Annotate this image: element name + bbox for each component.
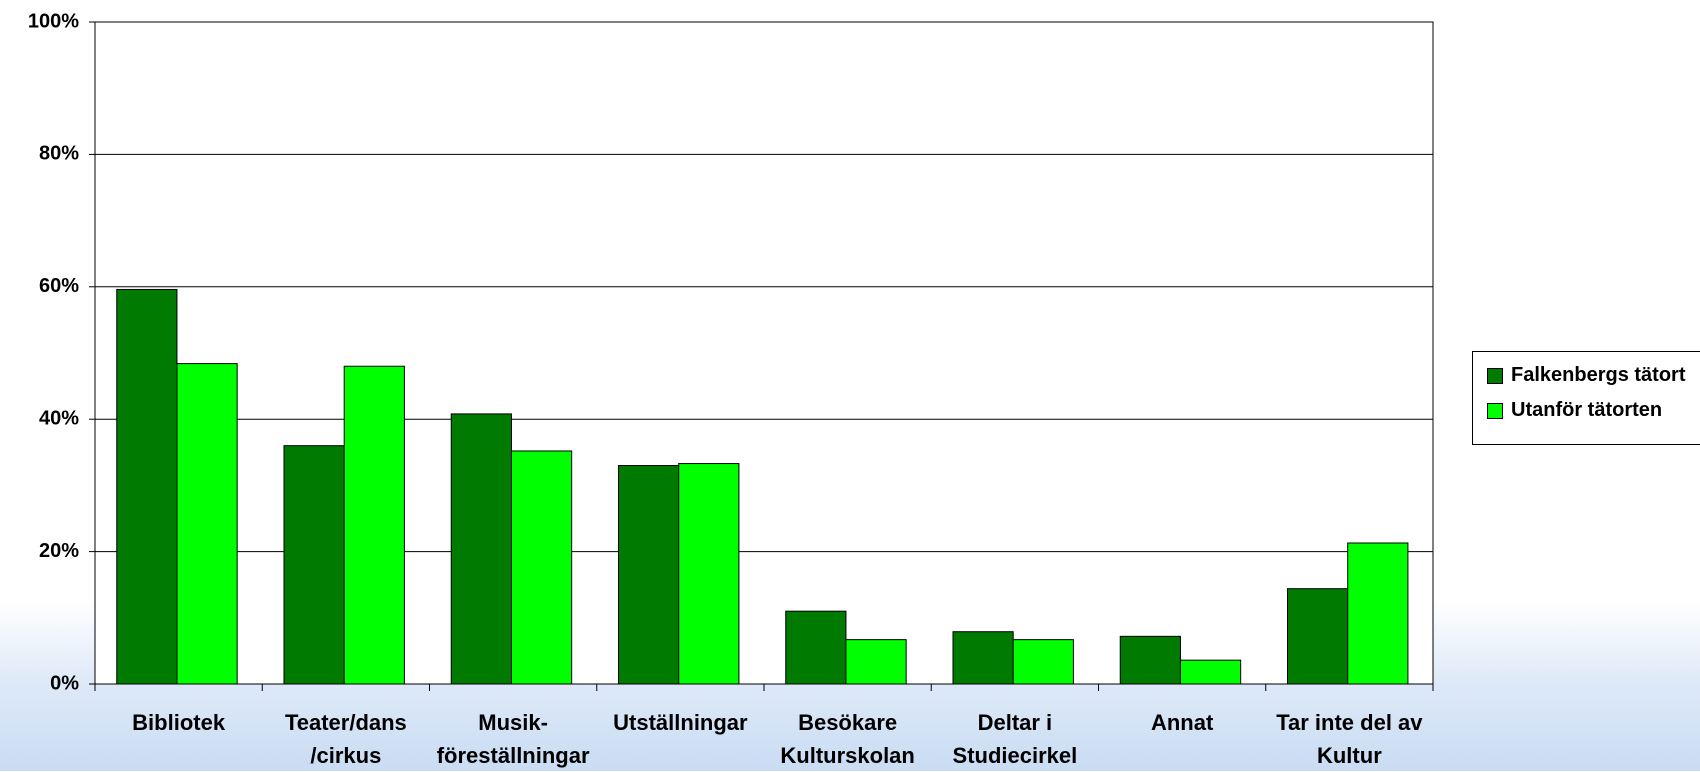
legend-label: Utanför tätorten [1511, 399, 1663, 421]
legend-swatch [1487, 402, 1503, 419]
legend-label: Falkenbergs tätort [1511, 364, 1686, 386]
bar [785, 610, 847, 685]
legend-item: Falkenbergs tätort [1487, 364, 1685, 387]
x-tick-label: Besökare Kulturskolan [780, 710, 915, 768]
bar [1119, 635, 1181, 685]
y-tick-label: 40% [39, 407, 79, 429]
bar [845, 639, 907, 685]
bar [343, 365, 405, 685]
x-tick-label: Bibliotek [132, 710, 226, 735]
legend-item: Utanför tätorten [1487, 399, 1662, 422]
bar [617, 465, 680, 685]
y-tick-label: 60% [39, 275, 79, 297]
legend: Falkenbergs tätort Utanför tätorten [1472, 351, 1700, 445]
y-tick-label: 100% [28, 10, 79, 32]
bar [1347, 542, 1409, 685]
bar [952, 631, 1014, 685]
x-tick-label: Deltar i Studiecirkel [952, 710, 1078, 768]
bar [176, 363, 238, 685]
bar [283, 445, 345, 685]
x-tick-label: Musik- föreställningar [436, 710, 590, 768]
x-tick-label: Tar inte del av Kultur [1276, 710, 1423, 768]
x-tick-label: Annat [1150, 710, 1214, 735]
y-tick-label: 20% [39, 540, 79, 562]
bar [116, 288, 178, 685]
bar [1179, 659, 1242, 685]
bar [1012, 639, 1074, 685]
x-tick-label: Teater/dans /cirkus [284, 710, 407, 768]
bar [1286, 588, 1349, 685]
x-tick-label: Utställningar [613, 710, 748, 735]
y-tick-label: 0% [50, 672, 79, 694]
y-tick-label: 80% [39, 143, 79, 165]
bar [450, 413, 512, 685]
legend-swatch [1487, 367, 1503, 384]
bar [510, 450, 573, 685]
bar [678, 463, 740, 685]
